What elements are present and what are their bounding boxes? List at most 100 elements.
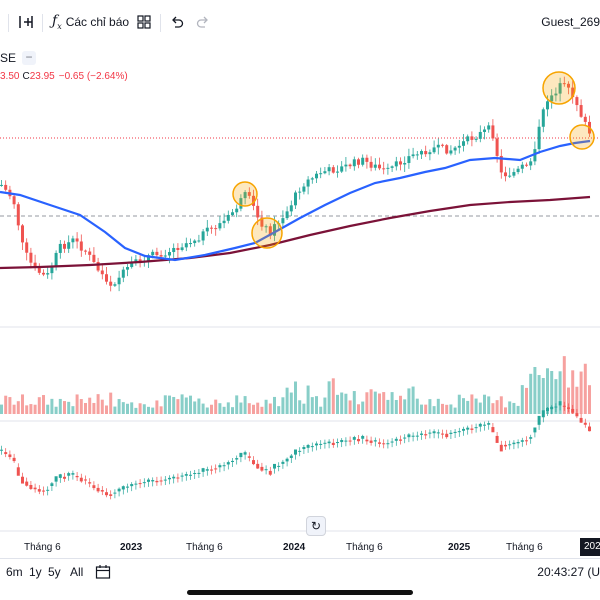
- candle-body: [298, 191, 302, 193]
- candle-body: [58, 243, 62, 253]
- candle-body: [550, 95, 554, 102]
- lower-body: [491, 427, 495, 433]
- volume-bar: [71, 406, 75, 414]
- candle-body: [348, 164, 352, 167]
- candle-body: [172, 247, 176, 253]
- lower-body: [197, 472, 201, 474]
- volume-bar: [415, 398, 419, 414]
- volume-bar: [327, 381, 331, 414]
- lower-body: [373, 440, 377, 442]
- reset-chart-button[interactable]: ↻: [306, 516, 326, 536]
- candle-body: [546, 101, 549, 110]
- lower-body: [163, 479, 167, 481]
- lower-body: [100, 490, 104, 492]
- volume-bar: [453, 407, 457, 414]
- volume-bar: [163, 395, 167, 414]
- volume-bar: [289, 392, 293, 414]
- range-5y-button[interactable]: 5y: [48, 565, 61, 579]
- candle-body: [256, 205, 260, 218]
- volume-bar: [264, 399, 268, 414]
- lower-body: [520, 440, 524, 442]
- lower-body: [378, 442, 381, 444]
- lower-body: [352, 437, 356, 440]
- volume-bar: [218, 403, 222, 414]
- dash-icon: −: [25, 50, 33, 64]
- candle-body: [445, 145, 449, 154]
- lower-body: [201, 468, 205, 472]
- volume-bar: [0, 404, 3, 414]
- lower-body: [394, 438, 398, 441]
- volume-bar: [512, 402, 516, 414]
- candle-body: [239, 198, 243, 209]
- highlight-circle: [232, 181, 258, 207]
- price-chart[interactable]: [0, 0, 600, 560]
- candle-body: [541, 109, 545, 127]
- volume-bar: [571, 370, 575, 414]
- range-all-button[interactable]: All: [70, 565, 84, 579]
- volume-bar: [46, 404, 50, 414]
- lower-body: [462, 428, 465, 431]
- symbol-settings-button[interactable]: −: [22, 50, 37, 65]
- lower-body: [79, 477, 83, 482]
- volume-bar: [520, 385, 524, 414]
- volume-bar: [558, 371, 562, 414]
- lower-body: [50, 483, 54, 486]
- lower-body: [205, 469, 209, 471]
- bottom-toolbar: 6m 1y 5y All 20:43:27 (U: [0, 558, 600, 588]
- candle-body: [394, 161, 398, 167]
- lower-body: [193, 473, 197, 475]
- lower-body: [0, 449, 3, 451]
- lower-body: [21, 476, 24, 484]
- volume-bar: [499, 396, 503, 414]
- range-6m-button[interactable]: 6m: [6, 565, 23, 579]
- lower-body: [432, 431, 436, 434]
- volume-bar: [193, 401, 197, 414]
- lower-body: [210, 469, 213, 471]
- redo-button[interactable]: [196, 0, 210, 44]
- user-menu-button[interactable]: Guest_269: [541, 15, 600, 29]
- volume-bar: [67, 401, 71, 414]
- lower-body: [512, 442, 516, 445]
- volume-bar: [151, 407, 155, 414]
- lower-body: [508, 444, 512, 446]
- candle-body: [281, 218, 285, 224]
- lower-body: [457, 431, 461, 433]
- candle-body: [4, 184, 8, 190]
- volume-bar: [88, 397, 92, 414]
- volume-bar: [579, 371, 583, 414]
- candle-body: [63, 243, 66, 249]
- lower-body: [516, 441, 520, 444]
- lower-body: [189, 474, 192, 476]
- lower-body: [159, 480, 163, 482]
- lower-body: [29, 484, 33, 489]
- lower-body: [588, 426, 591, 432]
- lower-body: [336, 442, 339, 444]
- candle-body: [264, 226, 268, 228]
- symbol-name[interactable]: SE: [0, 51, 17, 65]
- volume-bar: [180, 394, 184, 414]
- volume-bar: [247, 403, 251, 414]
- candle-body: [310, 178, 314, 180]
- ma-slow-line: [0, 195, 591, 270]
- lower-body: [470, 428, 474, 430]
- date-range-button[interactable]: [95, 564, 111, 583]
- undo-button[interactable]: [170, 0, 184, 44]
- lower-body: [411, 435, 415, 437]
- range-1y-button[interactable]: 1y: [29, 565, 42, 579]
- lower-body: [529, 437, 533, 439]
- volume-bar: [382, 392, 386, 414]
- lower-body: [487, 423, 491, 425]
- volume-bar: [588, 385, 591, 414]
- volume-bar: [357, 404, 360, 414]
- indicators-button[interactable]: ƒx Các chỉ báo: [52, 0, 129, 44]
- lower-body: [403, 437, 407, 439]
- compare-symbol-button[interactable]: [18, 0, 34, 44]
- candle-body: [432, 147, 436, 153]
- candle-body: [315, 173, 318, 179]
- candle-body: [449, 150, 453, 154]
- lower-body: [369, 440, 373, 443]
- templates-button[interactable]: [137, 0, 151, 44]
- lower-body: [184, 474, 188, 476]
- candle-body: [113, 284, 117, 286]
- lower-body: [138, 483, 142, 485]
